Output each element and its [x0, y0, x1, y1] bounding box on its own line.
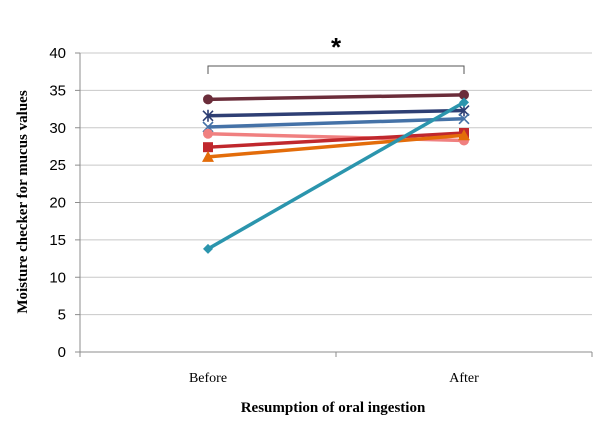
y-tick-label: 5	[58, 307, 66, 324]
significance-bracket	[207, 65, 465, 74]
data-point	[203, 94, 213, 105]
x-category-label: After	[449, 371, 479, 386]
y-tick-label: 15	[49, 232, 66, 249]
x-axis-title: Resumption of oral ingestion	[241, 400, 426, 416]
series-line	[207, 108, 465, 118]
data-point	[202, 109, 214, 122]
y-axis-title: Moisture checker for mucus values	[15, 90, 31, 313]
series-line	[207, 131, 465, 149]
series-1	[203, 89, 469, 105]
data-point	[203, 128, 213, 139]
x-category-labels: Before After	[189, 371, 479, 386]
y-tick-label: 25	[49, 157, 66, 174]
data-point	[458, 113, 470, 125]
series-line	[207, 117, 465, 129]
y-tick-labels: 0 5 10 15 20 25 30 35 40	[49, 45, 66, 361]
series-7	[203, 97, 469, 254]
series-6	[202, 129, 470, 162]
x-category-label: Before	[189, 371, 227, 386]
significance-asterisk: *	[331, 32, 342, 62]
y-tick-label: 35	[49, 82, 66, 99]
series-2	[202, 104, 470, 122]
series-line	[207, 93, 465, 102]
data-point	[203, 243, 213, 254]
series-group	[202, 89, 470, 254]
y-tick-label: 0	[58, 344, 66, 361]
series-line	[207, 100, 465, 251]
y-tick-label: 10	[49, 269, 66, 286]
y-tick-label: 20	[49, 195, 66, 212]
y-tick-label: 40	[49, 45, 66, 62]
data-point	[459, 89, 469, 100]
bracket-line	[207, 65, 465, 74]
y-tick-label: 30	[49, 120, 66, 137]
data-point	[203, 142, 213, 153]
data-point	[459, 97, 469, 108]
data-point	[202, 150, 214, 162]
series-line	[207, 133, 465, 159]
data-point	[458, 129, 470, 141]
axes	[75, 52, 593, 357]
gridlines	[80, 52, 592, 316]
